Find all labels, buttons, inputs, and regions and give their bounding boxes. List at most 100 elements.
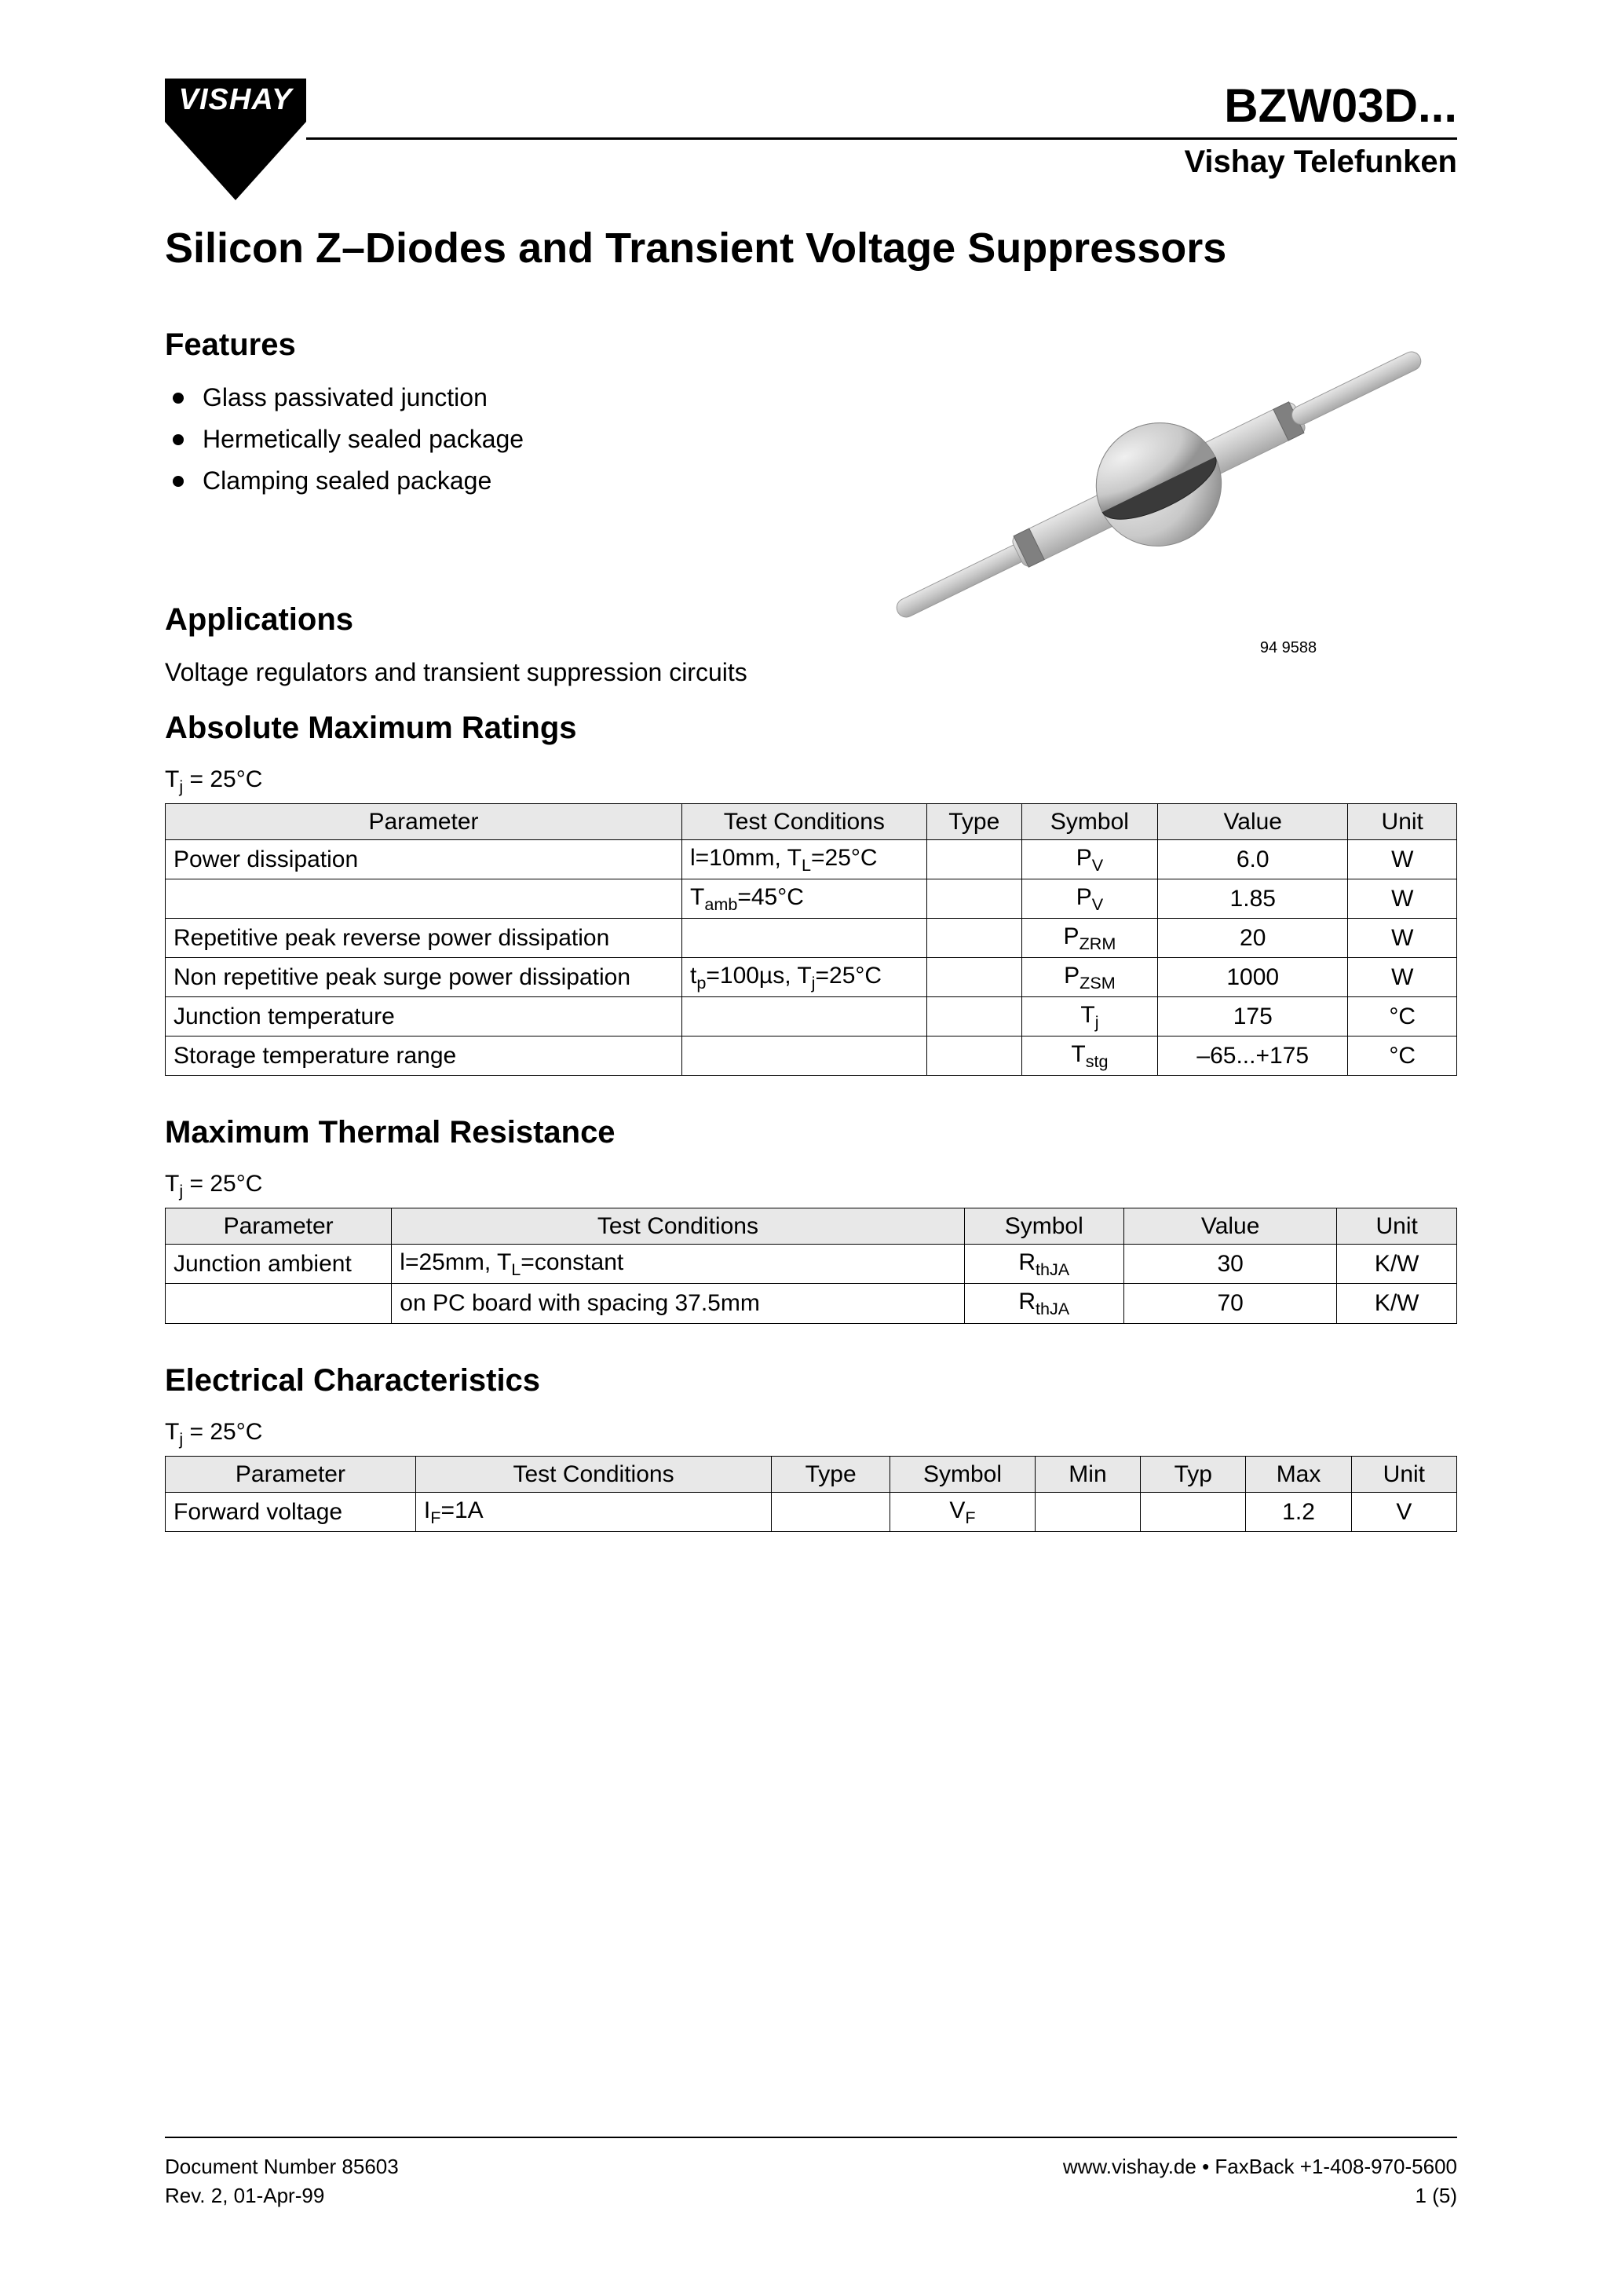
applications-text: Voltage regulators and transient suppres… xyxy=(165,658,829,687)
mtr-note: Tj = 25°C xyxy=(165,1171,1457,1201)
cell-cond: Tamb=45°C xyxy=(682,879,927,919)
col-header: Parameter xyxy=(166,1456,416,1492)
cell-symbol: Tj xyxy=(1021,997,1157,1036)
cell-unit: °C xyxy=(1348,1036,1457,1076)
cell-min xyxy=(1035,1492,1140,1531)
cell-param: Non repetitive peak surge power dissipat… xyxy=(166,958,682,997)
cell-value: 70 xyxy=(1124,1284,1337,1323)
cell-value: 30 xyxy=(1124,1245,1337,1284)
features-heading: Features xyxy=(165,327,829,363)
cell-value: 6.0 xyxy=(1158,840,1348,879)
cell-type xyxy=(926,1036,1021,1076)
footer-url: www.vishay.de • FaxBack +1-408-970-5600 xyxy=(1063,2152,1457,2181)
cell-cond: IF=1A xyxy=(415,1492,771,1531)
ec-table: Parameter Test Conditions Type Symbol Mi… xyxy=(165,1456,1457,1532)
amr-note: Tj = 25°C xyxy=(165,766,1457,797)
feature-item: Hermetically sealed package xyxy=(173,425,829,454)
cell-value: –65...+175 xyxy=(1158,1036,1348,1076)
cell-symbol: PV xyxy=(1021,879,1157,919)
col-header: Unit xyxy=(1351,1456,1456,1492)
cell-param: Repetitive peak reverse power dissipatio… xyxy=(166,919,682,958)
footer-divider xyxy=(165,2137,1457,2138)
table-row: Tamb=45°C PV1.85W xyxy=(166,879,1457,919)
table-row: Forward voltageIF=1AVF1.2V xyxy=(166,1492,1457,1531)
table-row: Storage temperature range Tstg–65...+175°… xyxy=(166,1036,1457,1076)
table-header-row: Parameter Test Conditions Type Symbol Va… xyxy=(166,804,1457,840)
cell-unit: W xyxy=(1348,840,1457,879)
table-row: Repetitive peak reverse power dissipatio… xyxy=(166,919,1457,958)
page-number: 1 (5) xyxy=(1063,2181,1457,2210)
ec-note: Tj = 25°C xyxy=(165,1419,1457,1450)
mtr-heading: Maximum Thermal Resistance xyxy=(165,1115,1457,1150)
table-row: Junction ambientl=25mm, TL=constantRthJA… xyxy=(166,1245,1457,1284)
cell-symbol: RthJA xyxy=(964,1284,1124,1323)
cell-cond: on PC board with spacing 37.5mm xyxy=(392,1284,964,1323)
feature-item: Glass passivated junction xyxy=(173,383,829,412)
page-footer: Document Number 85603 Rev. 2, 01-Apr-99 … xyxy=(165,2137,1457,2210)
col-header: Test Conditions xyxy=(415,1456,771,1492)
cell-param: Junction temperature xyxy=(166,997,682,1036)
col-header: Symbol xyxy=(890,1456,1036,1492)
cell-symbol: VF xyxy=(890,1492,1036,1531)
col-header: Type xyxy=(926,804,1021,840)
cell-param xyxy=(166,879,682,919)
cell-value: 1.85 xyxy=(1158,879,1348,919)
figure-number: 94 9588 xyxy=(860,639,1457,657)
cell-param: Power dissipation xyxy=(166,840,682,879)
cell-param: Storage temperature range xyxy=(166,1036,682,1076)
amr-table: Parameter Test Conditions Type Symbol Va… xyxy=(165,803,1457,1076)
col-header: Value xyxy=(1124,1208,1337,1245)
revision: Rev. 2, 01-Apr-99 xyxy=(165,2181,399,2210)
col-header: Test Conditions xyxy=(392,1208,964,1245)
cell-symbol: PZSM xyxy=(1021,958,1157,997)
col-header: Parameter xyxy=(166,1208,392,1245)
cell-typ xyxy=(1141,1492,1246,1531)
cell-value: 175 xyxy=(1158,997,1348,1036)
cell-value: 20 xyxy=(1158,919,1348,958)
col-header: Type xyxy=(772,1456,890,1492)
cell-type xyxy=(926,879,1021,919)
table-row: Non repetitive peak surge power dissipat… xyxy=(166,958,1457,997)
diode-figure xyxy=(860,327,1457,642)
cell-unit: °C xyxy=(1348,997,1457,1036)
col-header: Typ xyxy=(1141,1456,1246,1492)
col-header: Symbol xyxy=(964,1208,1124,1245)
col-header: Symbol xyxy=(1021,804,1157,840)
cell-symbol: PV xyxy=(1021,840,1157,879)
col-header: Max xyxy=(1246,1456,1351,1492)
page-header: VISHAY BZW03D... Vishay Telefunken xyxy=(165,79,1457,200)
col-header: Unit xyxy=(1348,804,1457,840)
logo: VISHAY xyxy=(165,79,306,200)
logo-text: VISHAY xyxy=(165,79,306,122)
document-number: Document Number 85603 xyxy=(165,2152,399,2181)
col-header: Value xyxy=(1158,804,1348,840)
cell-type xyxy=(926,919,1021,958)
cell-cond xyxy=(682,1036,927,1076)
table-header-row: Parameter Test Conditions Type Symbol Mi… xyxy=(166,1456,1457,1492)
cell-cond: l=25mm, TL=constant xyxy=(392,1245,964,1284)
cell-type xyxy=(926,997,1021,1036)
cell-symbol: Tstg xyxy=(1021,1036,1157,1076)
header-divider xyxy=(306,137,1457,140)
col-header: Test Conditions xyxy=(682,804,927,840)
table-header-row: Parameter Test Conditions Symbol Value U… xyxy=(166,1208,1457,1245)
col-header: Min xyxy=(1035,1456,1140,1492)
cell-cond: tp=100µs, Tj=25°C xyxy=(682,958,927,997)
feature-item: Clamping sealed package xyxy=(173,466,829,495)
cell-unit: K/W xyxy=(1337,1284,1457,1323)
cell-param: Forward voltage xyxy=(166,1492,416,1531)
part-number: BZW03D... xyxy=(306,79,1457,133)
brand-name: Vishay Telefunken xyxy=(306,144,1457,180)
cell-unit: W xyxy=(1348,879,1457,919)
table-row: Junction temperature Tj175°C xyxy=(166,997,1457,1036)
cell-unit: W xyxy=(1348,919,1457,958)
cell-symbol: RthJA xyxy=(964,1245,1124,1284)
page-title: Silicon Z–Diodes and Transient Voltage S… xyxy=(165,224,1457,272)
amr-heading: Absolute Maximum Ratings xyxy=(165,711,1457,746)
applications-heading: Applications xyxy=(165,602,829,638)
logo-triangle-icon xyxy=(165,122,306,200)
col-header: Unit xyxy=(1337,1208,1457,1245)
cell-max: 1.2 xyxy=(1246,1492,1351,1531)
cell-cond xyxy=(682,919,927,958)
cell-type xyxy=(926,958,1021,997)
